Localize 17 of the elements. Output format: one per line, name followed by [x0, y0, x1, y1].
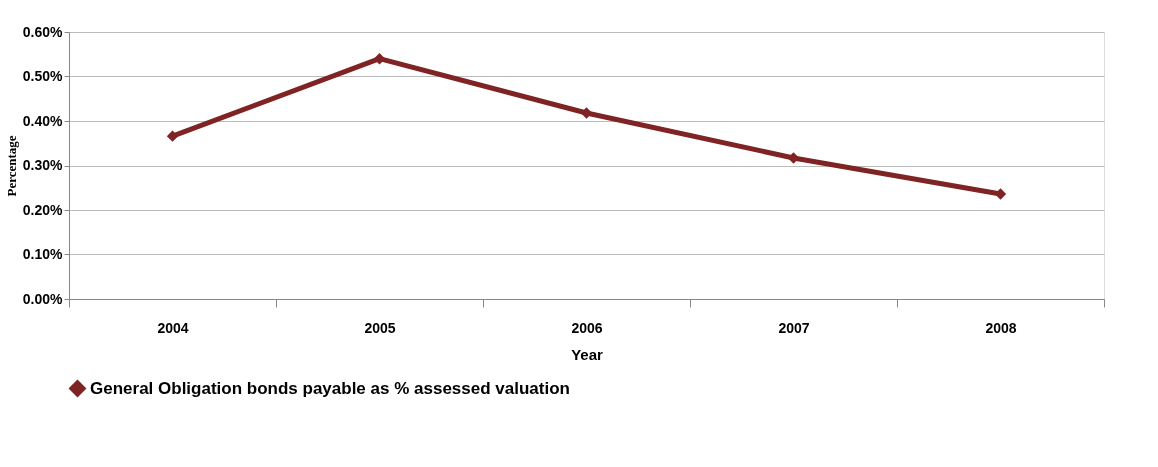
x-tick-label: 2004 — [157, 319, 189, 336]
y-axis-title: Percentage — [3, 135, 19, 197]
x-tick-label: 2007 — [778, 319, 810, 336]
point — [373, 53, 386, 65]
y-tick-label: 0.50% — [22, 68, 64, 84]
y-tick-label: 0.10% — [22, 246, 64, 262]
x-axis-title: Year — [571, 345, 604, 363]
y-tick-label: 0.60% — [22, 23, 64, 40]
y-tick-label: 0.30% — [22, 157, 64, 173]
y-tick-label: 0.40% — [22, 112, 64, 129]
x-tick-label: 2005 — [364, 319, 396, 336]
y-tick-label: 0.00% — [22, 290, 64, 307]
x-tick-label: 2008 — [985, 319, 1017, 336]
legend-label: General Obligation bonds payable as % assessed valuation — [90, 378, 570, 398]
x-tick-label: 2006 — [571, 319, 603, 336]
y-tick-label: 0.20% — [22, 201, 64, 218]
point — [166, 130, 179, 142]
